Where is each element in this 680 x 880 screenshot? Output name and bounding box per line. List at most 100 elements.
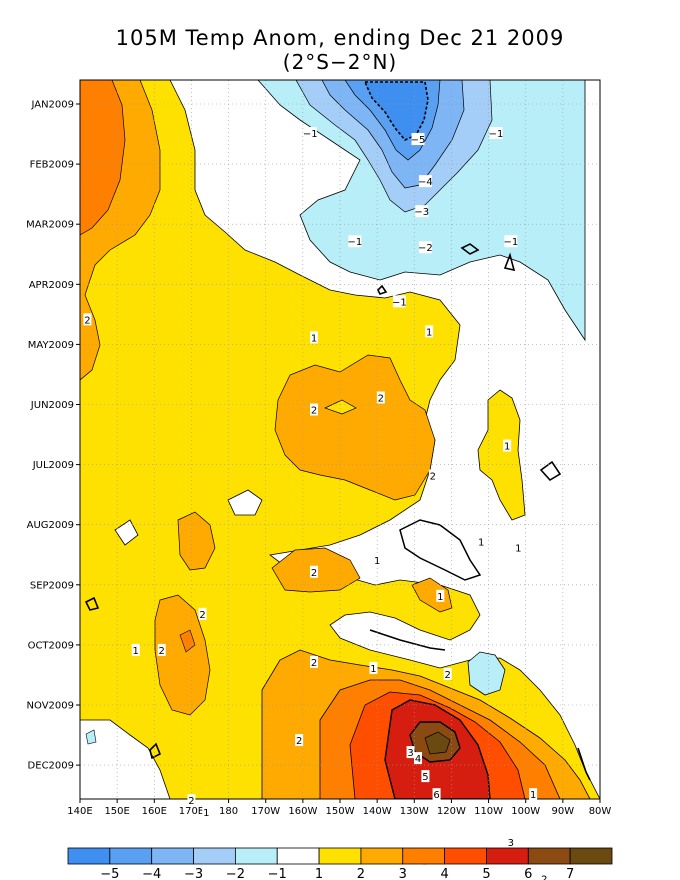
contour-label: −5 (411, 135, 426, 146)
anomaly-field (80, 80, 600, 799)
contour-label-bg (295, 734, 304, 747)
x-tick-label: 110W (474, 806, 503, 817)
contour-label-bg (157, 643, 166, 656)
chart-subtitle: (2°S−2°N) (282, 50, 398, 74)
x-tick-label: 170E (179, 806, 204, 817)
colorbar-label: 4 (440, 867, 448, 880)
contour-label-bg (421, 770, 430, 783)
contour-label-bg (489, 127, 503, 140)
region-plus2 (154, 594, 211, 716)
y-tick-label: MAR2009 (26, 220, 74, 231)
contour-label-bg (303, 127, 317, 140)
colorbar-swatch (234, 847, 278, 865)
contour-label: 1 (515, 544, 521, 555)
contour-label-bg (348, 235, 362, 248)
contour-label-bg (506, 836, 515, 849)
colorbar-label: 2 (357, 867, 365, 880)
gap-pocket (114, 519, 139, 546)
contour-label-bg (428, 469, 437, 482)
y-tick-label: NOV2009 (27, 701, 74, 712)
contour-label: 1 (370, 664, 376, 675)
contour-label-bg (529, 788, 538, 801)
contour-label: 1 (133, 646, 139, 657)
contour-label: 5 (422, 772, 428, 783)
region-plus1 (477, 389, 526, 521)
contour-label: 1 (426, 327, 432, 338)
contour-label-bg (514, 541, 523, 554)
contour-label: 2 (445, 670, 451, 681)
colorbar-swatch (67, 847, 111, 865)
colorbar-swatch (318, 847, 362, 865)
x-tick-label: 160E (142, 806, 167, 817)
contour-label: 2 (430, 472, 436, 483)
contour-label-bg (477, 535, 486, 548)
region-plus3 (80, 80, 126, 236)
colorbar-swatch (151, 847, 194, 865)
y-tick-label: JUN2009 (30, 400, 74, 411)
y-tick-label: MAY2009 (28, 340, 74, 351)
colorbar-label: −4 (142, 867, 161, 880)
x-tick-label: 150W (326, 806, 355, 817)
contour-label-bg (373, 553, 382, 566)
y-axis: JAN2009 FEB2009 MAR2009 APR2009 MAY2009 JUN20… (26, 100, 80, 772)
contour-label-bg (418, 175, 432, 188)
region-plus2 (274, 354, 436, 501)
x-tick-label: 160W (288, 806, 317, 817)
contour-label: 1 (504, 442, 510, 453)
zero-contours (84, 243, 591, 781)
gap-pocket (324, 399, 357, 415)
contour-label: 3 (407, 748, 413, 759)
x-axis: 140E 150E 160E 170E 180 170W 160W 150W 140W 130W 1… (67, 799, 611, 817)
contour-label: −1 (303, 129, 318, 140)
contour-label-bg (202, 806, 211, 819)
contour-label-bg (415, 205, 429, 218)
y-tick-label: FEB2009 (30, 160, 74, 171)
x-tick-label: 80W (589, 806, 612, 817)
contour-label: 1 (311, 333, 317, 344)
contour-label: −1 (347, 237, 362, 248)
colorbar-swatch (444, 847, 487, 865)
colorbar-label: −5 (100, 867, 119, 880)
colorbar: −5 −4 −3 −2 −1 1 2 3 4 5 6 7 (67, 847, 613, 880)
contour-label: 2 (311, 568, 317, 579)
x-tick-label: 140E (67, 806, 92, 817)
contour-label-bg (310, 331, 318, 344)
contour-label-bg (432, 788, 441, 801)
x-tick-label: 150E (104, 806, 129, 817)
contour-label: −1 (489, 129, 504, 140)
x-tick-label: 180 (219, 806, 238, 817)
contour-label: 1 (478, 538, 484, 549)
contour-label-bg (425, 325, 434, 338)
colorbar-label: −2 (226, 867, 245, 880)
y-tick-label: APR2009 (29, 280, 74, 291)
colorbar-label: 6 (524, 867, 532, 880)
gap-pocket (227, 489, 263, 516)
colorbar-swatch (569, 847, 613, 865)
contour-label: 2 (159, 646, 165, 657)
contour-label: 1 (203, 808, 209, 819)
contour-label-bg (418, 241, 432, 254)
contour-label: 3 (508, 838, 514, 849)
contour-label-bg (504, 235, 518, 248)
gap-pocket (399, 519, 482, 581)
contour-label-bg (187, 794, 196, 807)
chart-title: 105M Temp Anom, ending Dec 21 2009 (115, 26, 565, 50)
contour-label: 2 (311, 658, 317, 669)
colorbar-swatch (193, 847, 236, 865)
contour-label: −4 (418, 177, 433, 188)
region-plus2 (411, 577, 453, 613)
y-tick-label: AUG2009 (27, 520, 74, 531)
contour-label: 6 (433, 790, 439, 801)
contour-label: −1 (503, 237, 518, 248)
y-tick-label: DEC2009 (28, 761, 74, 772)
colorbar-swatch (486, 847, 529, 865)
colorbar-swatch (276, 847, 320, 865)
contour-label-bg (369, 661, 378, 674)
y-tick-label: JUL2009 (32, 460, 74, 471)
gap-pocket (80, 719, 171, 799)
region-minus1 (467, 651, 506, 696)
x-tick-label: 120W (437, 806, 466, 817)
contour-label-bg (313, 878, 322, 880)
